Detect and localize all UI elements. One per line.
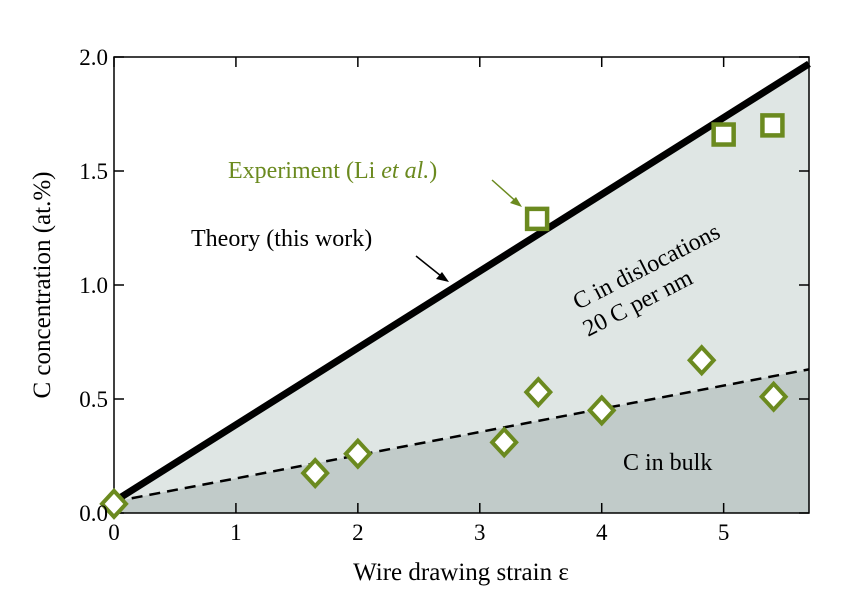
theory-arrowhead <box>436 272 449 282</box>
experiment-arrowhead <box>510 197 522 207</box>
x-tick-label: 0 <box>108 520 120 545</box>
x-tick-label: 1 <box>230 520 242 545</box>
y-tick-label: 1.0 <box>79 273 108 298</box>
region-bulk <box>114 369 809 513</box>
bulk-dashed-line <box>113 368 810 503</box>
annotation-theory: Theory (this work) <box>191 226 372 252</box>
y-tick-label: 2.0 <box>79 45 108 70</box>
x-tick-label: 4 <box>596 520 608 545</box>
bulk-diamond-marker <box>99 487 129 520</box>
bulk-diamond-marker <box>343 437 373 470</box>
bulk-diamond-marker <box>489 426 519 459</box>
y-tick-label: 0.5 <box>79 387 108 412</box>
y-tick-label: 1.5 <box>79 159 108 184</box>
x-tick-label: 5 <box>718 520 730 545</box>
experiment-square-marker <box>524 206 550 232</box>
bulk-diamond-marker <box>758 380 789 413</box>
y-tick-label: 0.0 <box>79 501 108 526</box>
bulk-diamond-marker <box>523 376 554 409</box>
annotation-experiment: Experiment (Li et al.) <box>228 158 437 184</box>
bulk-diamond-marker <box>586 394 617 427</box>
bulk-diamond-marker <box>686 344 717 377</box>
x-tick-label: 3 <box>474 520 486 545</box>
annotation-bulk: C in bulk <box>623 450 712 476</box>
y-axis-label: C concentration (at.%) <box>29 172 56 399</box>
experiment-square-marker <box>711 122 736 147</box>
x-tick-label: 2 <box>352 520 364 545</box>
theory-line <box>112 60 811 505</box>
bulk-diamond-marker <box>300 457 330 490</box>
experiment-square-marker <box>760 113 785 138</box>
x-axis-label: Wire drawing strain ε <box>353 559 569 586</box>
